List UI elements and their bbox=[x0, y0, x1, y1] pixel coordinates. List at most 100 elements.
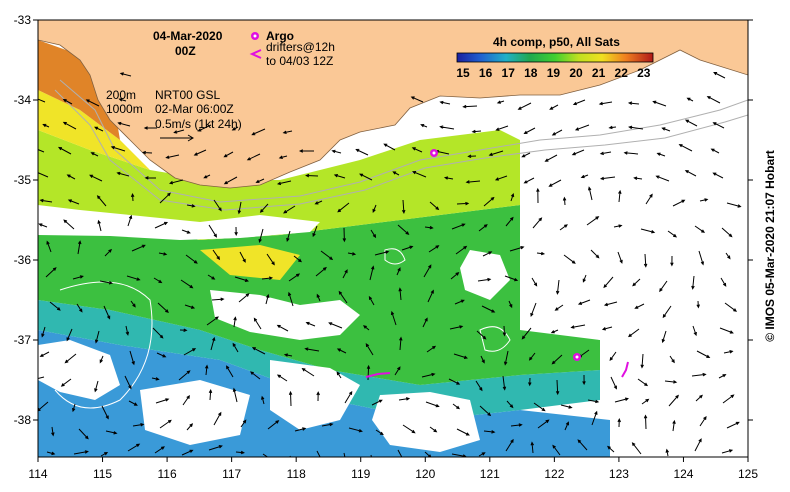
current-vector bbox=[633, 176, 643, 181]
current-vector bbox=[694, 225, 706, 233]
current-vector bbox=[38, 223, 48, 228]
current-vector bbox=[130, 192, 135, 202]
current-vector bbox=[118, 98, 127, 102]
colorbar-ticks: 15 16 17 18 19 20 21 22 23 bbox=[456, 66, 650, 80]
current-vector bbox=[186, 423, 194, 431]
current-vector bbox=[232, 342, 239, 353]
drifter-track bbox=[621, 361, 629, 378]
current-vector bbox=[726, 421, 740, 429]
lon-tick-label: 119 bbox=[351, 467, 370, 481]
current-vector bbox=[38, 376, 45, 380]
current-vector bbox=[342, 227, 347, 243]
current-vector bbox=[521, 327, 532, 340]
current-vector bbox=[237, 201, 242, 215]
current-vector bbox=[590, 249, 600, 259]
current-vector bbox=[234, 276, 249, 282]
current-vector bbox=[276, 324, 289, 332]
current-vector bbox=[570, 324, 586, 329]
current-vector bbox=[368, 295, 375, 306]
current-vector bbox=[132, 423, 145, 427]
contour-line bbox=[54, 89, 748, 211]
current-vector bbox=[262, 453, 269, 457]
contour-line bbox=[479, 326, 511, 352]
argo-legend-label: Argo bbox=[266, 29, 294, 43]
current-vector bbox=[251, 128, 266, 136]
current-vector bbox=[103, 305, 111, 320]
current-vector bbox=[213, 199, 222, 212]
current-vector bbox=[314, 200, 323, 205]
current-vector bbox=[232, 387, 238, 403]
current-vector bbox=[610, 376, 617, 390]
current-vector bbox=[320, 250, 334, 261]
cloud-gap bbox=[140, 380, 250, 445]
lat-tick-label: -35 bbox=[14, 173, 32, 187]
current-vector bbox=[159, 419, 172, 429]
current-vector bbox=[591, 410, 598, 426]
current-vector bbox=[699, 198, 709, 202]
current-vector bbox=[355, 148, 369, 156]
current-vector bbox=[706, 96, 721, 104]
current-vector bbox=[548, 179, 562, 187]
current-vector bbox=[481, 305, 496, 313]
scale-label: 0.5m/s (1kt 24h) bbox=[155, 117, 242, 131]
current-vector bbox=[503, 350, 509, 366]
current-vector bbox=[508, 300, 513, 309]
current-vector bbox=[725, 252, 731, 260]
current-vector bbox=[684, 170, 697, 177]
current-vectors bbox=[38, 72, 742, 457]
current-vector bbox=[477, 277, 492, 282]
current-vector bbox=[372, 204, 377, 213]
current-vector bbox=[347, 252, 357, 256]
current-vector bbox=[530, 302, 537, 317]
current-vector bbox=[399, 336, 403, 351]
current-vector bbox=[124, 375, 132, 390]
current-vector bbox=[598, 101, 613, 106]
current-vector bbox=[49, 301, 61, 311]
current-vector bbox=[483, 430, 496, 434]
current-vector bbox=[443, 176, 454, 180]
current-vector bbox=[505, 216, 514, 227]
current-vector bbox=[631, 442, 642, 455]
current-vector bbox=[691, 372, 707, 377]
current-vector bbox=[564, 421, 569, 431]
current-vector bbox=[76, 303, 83, 313]
current-vector bbox=[182, 394, 190, 406]
current-vector bbox=[551, 129, 563, 136]
current-vector bbox=[661, 127, 671, 132]
current-vector bbox=[523, 177, 535, 184]
current-vector bbox=[343, 452, 346, 457]
current-vector bbox=[66, 328, 73, 342]
current-vector bbox=[587, 399, 600, 404]
current-vector bbox=[544, 154, 558, 162]
current-vector bbox=[479, 405, 492, 417]
current-vector bbox=[643, 253, 648, 268]
current-vector bbox=[46, 451, 56, 456]
colorbar-gradient bbox=[456, 52, 654, 63]
current-vector bbox=[695, 394, 703, 402]
current-vector bbox=[42, 123, 50, 128]
current-vector bbox=[509, 246, 525, 252]
current-vector bbox=[713, 72, 726, 79]
current-vector bbox=[719, 327, 734, 334]
current-vector bbox=[179, 328, 188, 332]
current-vector bbox=[425, 401, 440, 408]
lon-tick-label: 123 bbox=[609, 467, 629, 481]
current-vector bbox=[57, 146, 72, 155]
current-vector bbox=[141, 150, 153, 155]
current-vector bbox=[449, 325, 464, 330]
current-vector bbox=[532, 217, 543, 229]
current-vector bbox=[240, 419, 247, 428]
current-vector bbox=[204, 364, 209, 376]
current-vector bbox=[536, 251, 546, 256]
current-vector bbox=[72, 403, 76, 413]
current-vector bbox=[655, 175, 670, 182]
current-vector bbox=[669, 355, 675, 364]
scale-arrow bbox=[160, 134, 194, 142]
current-vector bbox=[333, 174, 346, 179]
current-vector bbox=[72, 275, 84, 280]
lon-tick-label: 117 bbox=[222, 467, 241, 481]
colorbar-tick-label: 23 bbox=[637, 66, 651, 80]
current-vector bbox=[609, 351, 617, 362]
current-vector bbox=[510, 423, 523, 427]
current-vector bbox=[559, 224, 568, 231]
